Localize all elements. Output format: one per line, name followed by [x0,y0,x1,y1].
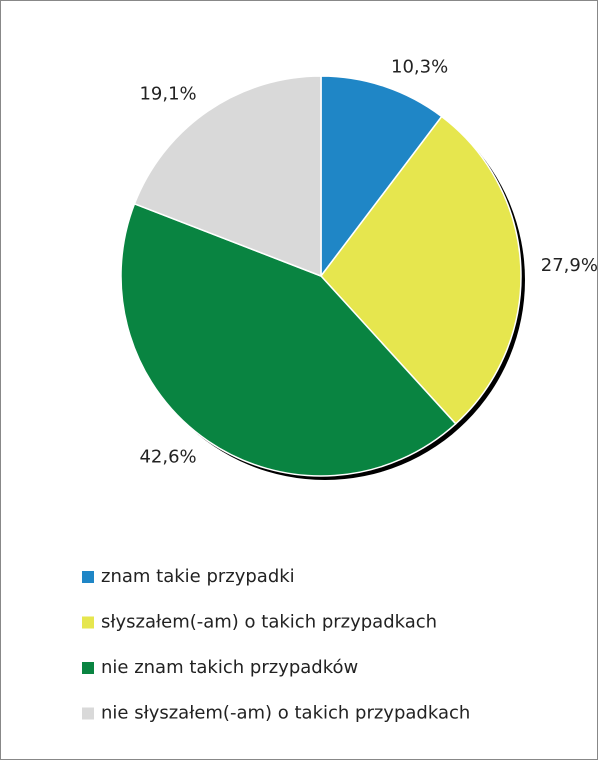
legend-swatch [82,707,94,720]
pie-slice [320,115,522,425]
legend-label: nie słyszałem(-am) o takich przypadkach [101,703,470,724]
data-label: 10,3% [391,56,448,77]
data-label: 27,9% [541,255,598,276]
pie-slice [120,202,457,477]
legend-swatch [82,571,94,583]
legend-label: znam takie przypadki [101,566,295,587]
data-label: 19,1% [139,84,196,105]
legend-label: słyszałem(-am) o takich przypadkach [101,612,437,633]
data-label: 42,6% [139,446,196,467]
pie-slice [133,75,322,278]
legend-swatch [82,662,94,674]
legend-swatch [82,616,94,629]
pie-slice [320,75,443,279]
legend-label: nie znam takich przypadków [101,657,358,678]
